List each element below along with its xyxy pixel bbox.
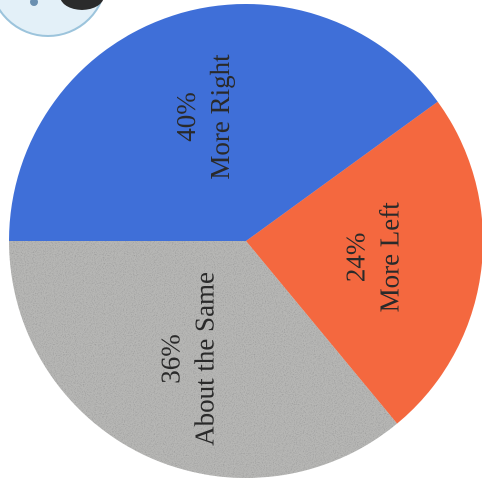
value-label: 36% [156,334,186,384]
category-label: About the Same [190,272,220,446]
corner-icon [0,0,104,37]
category-label: More Right [205,54,235,180]
slice-label: 24% More Left [341,202,405,313]
slice-label: 40% More Right [171,54,235,180]
pie-slice [9,4,438,242]
category-label: More Left [375,202,405,313]
value-label: 40% [171,92,201,142]
pie-slice [9,241,398,478]
value-label: 24% [341,233,371,283]
pie-slice [246,101,482,424]
slice-label: 36% About the Same [156,272,220,446]
pie: 40% More Right 24% More Left 36% About the Sa… [9,4,482,478]
